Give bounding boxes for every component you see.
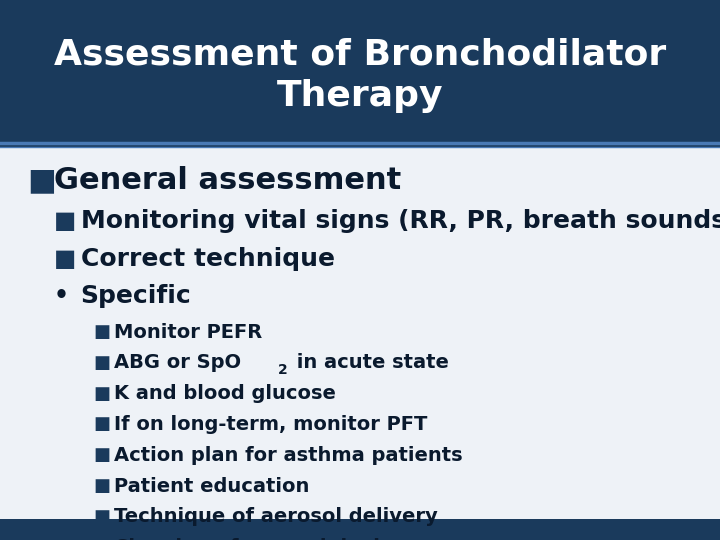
- Text: ABG or SpO: ABG or SpO: [114, 353, 241, 373]
- Text: 2: 2: [278, 363, 287, 377]
- Text: Monitoring vital signs (RR, PR, breath sounds): Monitoring vital signs (RR, PR, breath s…: [81, 210, 720, 233]
- Text: ■: ■: [94, 384, 111, 403]
- Text: Specific: Specific: [81, 284, 192, 308]
- Text: ■: ■: [54, 210, 76, 233]
- Text: ■: ■: [94, 354, 111, 372]
- Text: Patient education: Patient education: [114, 476, 309, 496]
- Text: Technique of aerosol delivery: Technique of aerosol delivery: [114, 507, 438, 526]
- Text: ■: ■: [27, 166, 56, 195]
- Bar: [0, 0, 720, 143]
- Text: ■: ■: [94, 415, 111, 434]
- Text: •: •: [54, 284, 69, 308]
- Bar: [0, 519, 720, 540]
- Text: Correct technique: Correct technique: [81, 247, 335, 271]
- Text: Assessment of Bronchodilator: Assessment of Bronchodilator: [54, 37, 666, 71]
- Text: K and blood glucose: K and blood glucose: [114, 384, 336, 403]
- Text: Monitor PEFR: Monitor PEFR: [114, 322, 262, 342]
- Text: ■: ■: [94, 538, 111, 540]
- Text: ■: ■: [94, 323, 111, 341]
- Text: ■: ■: [94, 477, 111, 495]
- Text: Action plan for asthma patients: Action plan for asthma patients: [114, 446, 462, 465]
- Text: ■: ■: [94, 446, 111, 464]
- Text: ■: ■: [54, 247, 76, 271]
- Text: Therapy: Therapy: [276, 79, 444, 113]
- Text: General assessment: General assessment: [54, 166, 401, 195]
- Text: Cleaning of aerosol device: Cleaning of aerosol device: [114, 538, 405, 540]
- Text: ■: ■: [94, 508, 111, 526]
- Text: If on long-term, monitor PFT: If on long-term, monitor PFT: [114, 415, 427, 434]
- Bar: [0, 147, 720, 519]
- Text: in acute state: in acute state: [290, 353, 449, 373]
